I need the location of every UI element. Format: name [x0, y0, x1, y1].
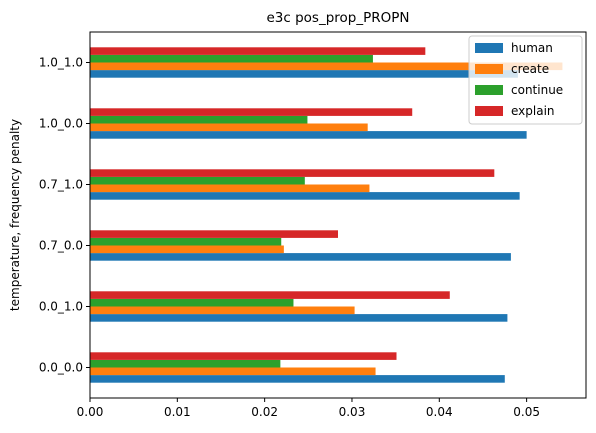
bar-explain-0.0_1.0	[90, 291, 450, 299]
legend-swatch-create	[475, 64, 503, 74]
bar-human-0.0_1.0	[90, 314, 507, 322]
bar-continue-0.7_1.0	[90, 177, 305, 185]
y-axis-label: temperature, frequency penalty	[8, 119, 22, 311]
bar-explain-0.7_1.0	[90, 169, 494, 177]
bar-explain-1.0_1.0	[90, 47, 425, 55]
y-tick-label: 0.7_0.0	[39, 239, 83, 253]
x-tick-label: 0.00	[77, 405, 104, 419]
bar-human-0.7_0.0	[90, 253, 511, 261]
x-tick-label: 0.04	[426, 405, 453, 419]
bar-create-0.7_0.0	[90, 246, 284, 254]
bar-continue-1.0_0.0	[90, 116, 307, 124]
legend-label-create: create	[511, 62, 549, 76]
x-tick-label: 0.02	[251, 405, 278, 419]
bar-create-0.7_1.0	[90, 185, 369, 193]
y-tick-label: 0.0_1.0	[39, 300, 83, 314]
bar-continue-0.0_0.0	[90, 360, 280, 368]
x-tick-label: 0.05	[513, 405, 540, 419]
bar-human-0.7_1.0	[90, 192, 520, 200]
legend-label-human: human	[511, 41, 553, 55]
x-tick-label: 0.01	[164, 405, 191, 419]
legend-label-explain: explain	[511, 104, 555, 118]
bar-create-0.0_1.0	[90, 307, 355, 315]
bar-continue-0.7_0.0	[90, 238, 281, 246]
bar-continue-0.0_1.0	[90, 299, 293, 307]
legend-swatch-human	[475, 43, 503, 53]
legend-swatch-continue	[475, 85, 503, 95]
bar-explain-0.0_0.0	[90, 352, 397, 360]
bar-continue-1.0_1.0	[90, 55, 373, 63]
bar-explain-1.0_0.0	[90, 108, 412, 116]
bar-human-1.0_1.0	[90, 70, 518, 78]
legend-swatch-explain	[475, 106, 503, 116]
bar-human-1.0_0.0	[90, 131, 527, 139]
x-ticks: 0.00 0.01 0.02 0.03 0.04 0.05	[77, 398, 540, 419]
y-tick-label: 1.0_0.0	[39, 117, 83, 131]
y-ticks: 0.0_0.0 0.0_1.0 0.7_0.0 0.7_1.0 1.0_0.0 1.0_1…	[39, 56, 90, 375]
bar-explain-0.7_0.0	[90, 230, 338, 238]
bar-create-1.0_0.0	[90, 124, 368, 132]
y-tick-label: 1.0_1.0	[39, 56, 83, 70]
bar-create-0.0_0.0	[90, 368, 376, 376]
legend: human create continue explain	[469, 36, 582, 124]
y-tick-label: 0.0_0.0	[39, 361, 83, 375]
y-tick-label: 0.7_1.0	[39, 178, 83, 192]
x-tick-label: 0.03	[339, 405, 366, 419]
bar-human-0.0_0.0	[90, 375, 505, 383]
legend-label-continue: continue	[511, 83, 563, 97]
chart-title: e3c pos_prop_PROPN	[266, 10, 409, 26]
